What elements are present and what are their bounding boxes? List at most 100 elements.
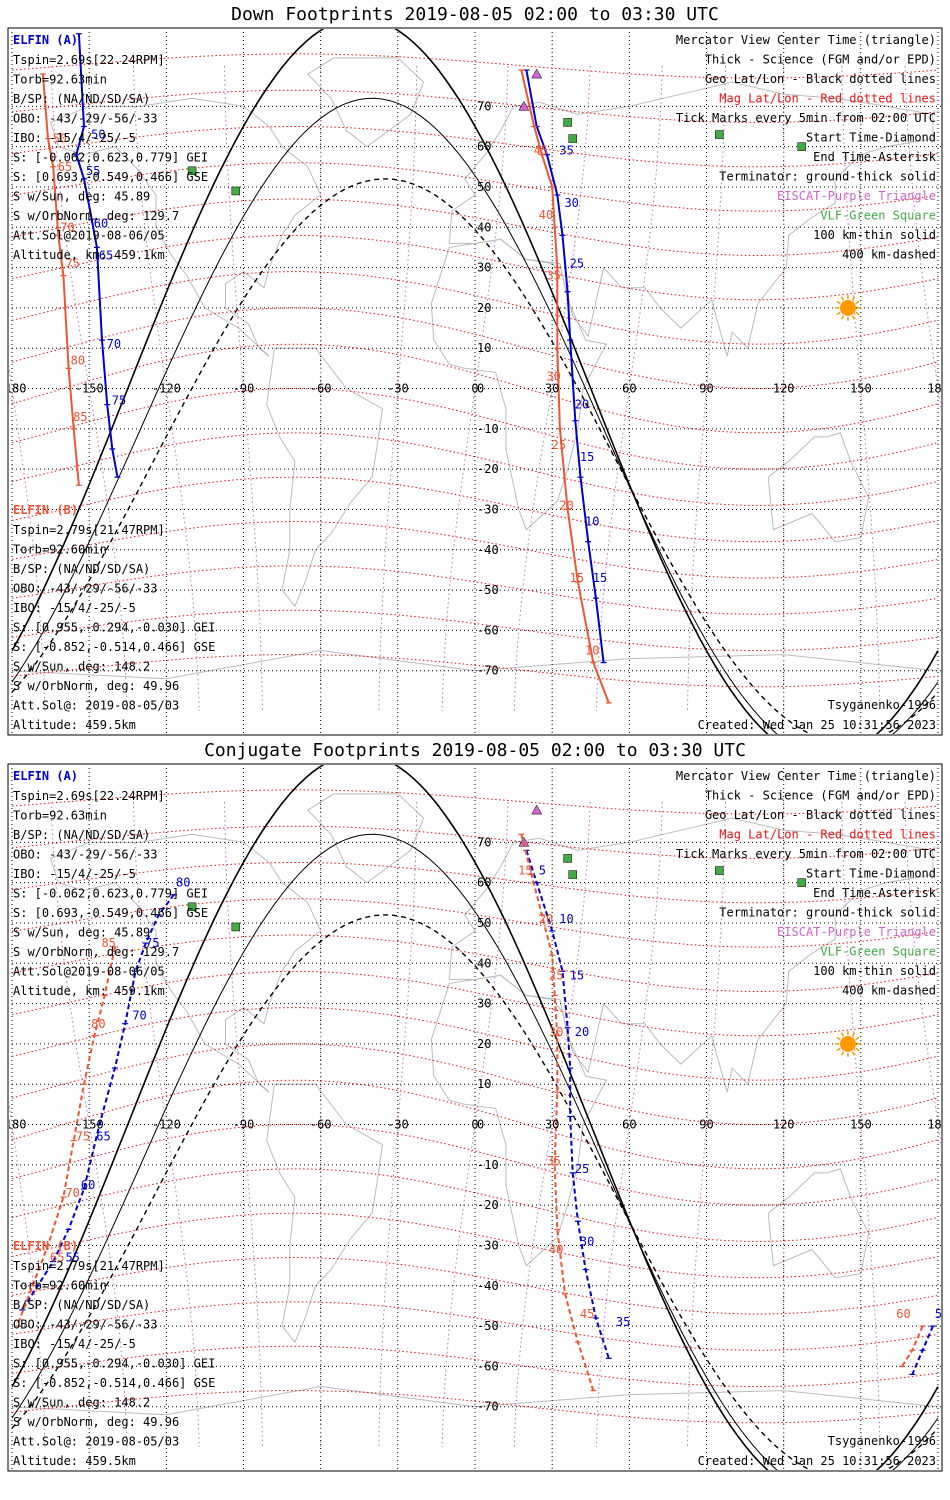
- y-tick-label: 60: [477, 876, 491, 890]
- track-time-label: 75: [145, 936, 159, 950]
- track-time-label: 65: [50, 1251, 64, 1265]
- track-time-label: 15: [570, 571, 584, 585]
- x-tick-label: 90: [699, 1118, 713, 1132]
- vlf-station-marker: [797, 142, 806, 151]
- sun-ray: [851, 315, 856, 320]
- sun-ray: [836, 311, 841, 316]
- elfin-a-info-line: S w/Sun, deg: 45.89: [13, 190, 150, 204]
- mag-lat-line: [11, 565, 939, 615]
- coastline: [50, 97, 322, 357]
- sun-ray: [840, 1032, 845, 1037]
- x-tick-label: 120: [773, 382, 795, 396]
- x-tick-label: -30: [387, 1118, 409, 1132]
- y-tick-label: -10: [477, 1158, 499, 1172]
- mag-lon-line: [9, 1100, 46, 1448]
- right-legend-line: Mag Lat/Lon - Red dotted lines: [719, 828, 936, 842]
- elfin-b-info-line: S: [-0.852,-0.514,0.466] GSE: [13, 640, 215, 654]
- track-time-label: 40: [539, 208, 553, 222]
- footprint-track: [520, 834, 595, 1391]
- mag-lat-line: [11, 654, 939, 688]
- right-legend-line: End Time-Asterisk: [813, 886, 937, 900]
- x-tick-label: 150: [850, 382, 872, 396]
- coastline: [11, 1385, 939, 1416]
- footprint-track: [41, 74, 80, 486]
- track-time-label: 10: [585, 644, 599, 658]
- y-tick-label: -20: [477, 462, 499, 476]
- elfin-a-info-line: S w/OrbNorm, deg: 129.7: [13, 209, 179, 223]
- coastline: [448, 81, 934, 357]
- right-legend-line: Geo Lat/Lon - Black dotted lines: [705, 808, 936, 822]
- track-time-label: 15: [570, 968, 584, 982]
- track-time-label: 35: [559, 144, 573, 158]
- terminator-ground: [11, 765, 939, 1470]
- track-time-label: 25: [575, 1162, 589, 1176]
- elfin-a-info-line: OBO: -43/-29/-56/-33: [13, 848, 158, 862]
- vlf-station-marker: [563, 854, 572, 863]
- x-tick-label: -120: [152, 382, 181, 396]
- track-time-label: 20: [539, 912, 553, 926]
- mag-lat-line: [11, 1390, 939, 1424]
- elfin-a-info-line: Tspin=2.69s[22.24RPM]: [13, 789, 165, 803]
- vlf-station-marker: [231, 922, 241, 932]
- map-area: 50 55 60 65 70 75 50 65 70 75 80 85 35 30 25 20 15 10 15 45…: [9, 29, 941, 734]
- chart-panel-down: 50 55 60 65 70 75 50 65 70 75 80 85 35 30 25 20 15 10 15 45…: [7, 27, 943, 736]
- elfin-a-info-line: IBO: -15/4/-25/-5: [13, 867, 136, 881]
- mag-lat-line: [11, 234, 939, 301]
- track-time-label: 75: [65, 257, 79, 271]
- right-legend-line: VLF-Green Square: [820, 209, 936, 223]
- mag-lat-line: [11, 789, 939, 815]
- y-tick-label: -30: [477, 1238, 499, 1252]
- mag-lon-line: [904, 65, 941, 413]
- vlf-station-marker: [187, 166, 197, 176]
- eiscat-marker: [518, 100, 530, 111]
- right-legend-line: 100 km-thin solid: [813, 228, 936, 242]
- model-name: Tsyganenko-1996: [828, 1434, 936, 1448]
- mag-lon-line: [513, 65, 591, 712]
- chart-title-conjugate: Conjugate Footprints 2019-08-05 02:00 to…: [204, 740, 746, 761]
- map-area: 80 75 70 65 60 55 85 80 75 70 65 5 10 15 20 25 30 35 15 20 2…: [9, 765, 941, 1470]
- elfin-a-info-line: Att.Sol@2019-08-06/05: [13, 229, 165, 243]
- right-legend-line: Thick - Science (FGM and/or EPD): [705, 53, 936, 67]
- y-tick-label: 30: [477, 997, 491, 1011]
- x-tick-label: -30: [387, 382, 409, 396]
- elfin-b-info-line: S: [-0.852,-0.514,0.466] GSE: [13, 1376, 215, 1390]
- track-time-label: 65: [58, 160, 72, 174]
- y-tick-label: -70: [477, 1400, 499, 1414]
- elfin-a-info-line: Altitude, km: 459.1km: [13, 248, 165, 262]
- y-tick-label: -60: [477, 1359, 499, 1373]
- vlf-station-marker: [715, 130, 724, 139]
- mag-lon-line: [9, 364, 46, 712]
- track-time-label: 55: [86, 164, 100, 178]
- mag-lat-line: [11, 343, 939, 434]
- y-tick-label: 20: [477, 301, 491, 315]
- y-tick-label: -40: [477, 543, 499, 557]
- sun-ray: [840, 296, 845, 301]
- eiscat-marker: [531, 68, 543, 79]
- elfin-a-info-line: Altitude, km: 459.1km: [13, 984, 165, 998]
- vlf-station-marker: [187, 902, 197, 912]
- footprint-track: [520, 69, 610, 704]
- y-tick-label: 10: [477, 1077, 491, 1091]
- chart-title-down: Down Footprints 2019-08-05 02:00 to 03:3…: [231, 4, 719, 25]
- x-tick-label: -150: [75, 1118, 104, 1132]
- coastline: [448, 817, 934, 1093]
- track-time-label: 25: [549, 968, 563, 982]
- x-tick-label: -60: [310, 1118, 332, 1132]
- right-legend-line: Start Time-Diamond: [806, 131, 936, 145]
- elfin-b-info-line: OBO: -43/-29/-56/-33: [13, 582, 158, 596]
- coastline: [430, 238, 607, 531]
- elfin-a-header: ELFIN (A): [13, 33, 78, 47]
- right-legend-line: Mag Lat/Lon - Red dotted lines: [719, 92, 936, 106]
- y-tick-label: -50: [477, 1319, 499, 1333]
- coastline: [307, 57, 425, 148]
- y-tick-label: -70: [477, 664, 499, 678]
- x-tick-label: 30: [545, 1118, 559, 1132]
- track-time-label: 25: [552, 438, 566, 452]
- sun-ray: [855, 300, 860, 305]
- coastline: [307, 793, 425, 884]
- model-name: Tsyganenko-1996: [828, 698, 936, 712]
- elfin-b-info-line: S w/Sun, deg: 148.2: [13, 1396, 150, 1410]
- mag-lat-line: [11, 825, 939, 859]
- elfin-b-info-line: B/SP: (NA/ND/SD/SA): [13, 1298, 150, 1312]
- x-tick-label: -120: [152, 1118, 181, 1132]
